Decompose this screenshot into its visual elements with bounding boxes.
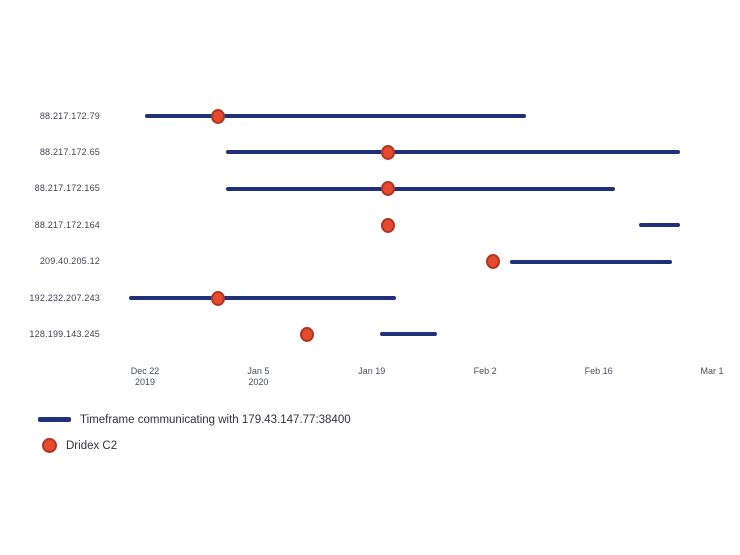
timeframe-bar <box>128 296 397 300</box>
ip-row-label: 88.217.172.79 <box>39 110 100 121</box>
dridex-c2-marker <box>300 326 314 342</box>
x-axis-tick-label: Mar 1 <box>700 366 724 376</box>
ip-row-label: 88.217.172.164 <box>34 219 100 230</box>
x-axis-tick-label: Jan 19 <box>358 366 386 376</box>
dridex-c2-marker <box>381 181 395 197</box>
dridex-c2-marker <box>381 144 395 160</box>
x-axis-tick-label: Dec 22 2019 <box>130 366 160 387</box>
legend-dridex-c2-label: Dridex C2 <box>66 439 118 452</box>
dridex-c2-marker <box>486 254 501 270</box>
dridex-c2-marker <box>210 290 225 306</box>
ip-row-label: 192.232.207.243 <box>29 292 100 303</box>
timeframe-bar <box>639 223 680 228</box>
timeframe-bar <box>145 114 526 118</box>
timeframe-bar <box>379 332 437 337</box>
legend-item-timeframe: Timeframe communicating with 179.43.147.… <box>38 411 351 428</box>
timeframe-bar <box>509 259 672 264</box>
dridex-c2-marker <box>210 108 225 124</box>
x-axis-tick-label: Feb 16 <box>584 366 613 376</box>
x-axis-tick-label: Feb 2 <box>473 366 497 376</box>
x-axis-tick-label: Jan 5 2020 <box>247 366 270 387</box>
timeframe-bar <box>226 186 615 191</box>
dridex-c2-dot-swatch-icon <box>42 438 57 453</box>
timeframe-bar <box>226 150 680 155</box>
legend-timeframe-label: Timeframe communicating with 179.43.147.… <box>80 413 351 426</box>
ip-row-label: 88.217.172.65 <box>39 146 100 157</box>
ip-row-label: 128.199.143.245 <box>29 328 100 339</box>
timeframe-line-swatch-icon <box>38 417 71 422</box>
dridex-c2-marker <box>381 217 395 233</box>
ip-row-label: 88.217.172.165 <box>34 183 100 194</box>
legend-item-dridex-c2: Dridex C2 <box>38 437 117 454</box>
ip-row-label: 209.40.205.12 <box>39 256 100 267</box>
